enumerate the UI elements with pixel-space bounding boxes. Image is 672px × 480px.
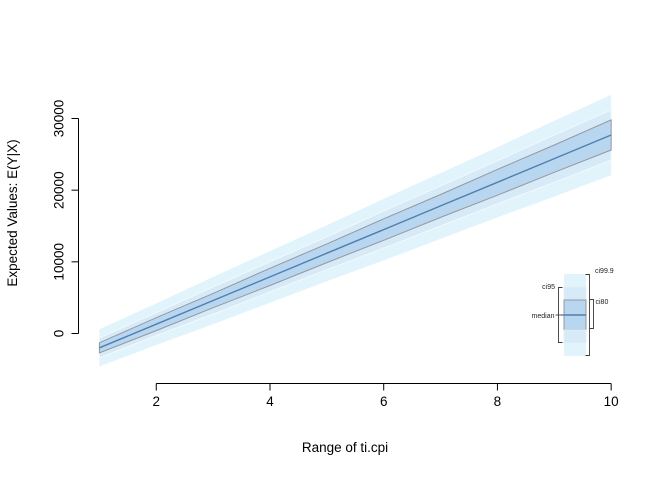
legend-label-ci999: ci99.9 [595, 268, 614, 275]
legend-label-ci95: ci95 [542, 284, 555, 291]
legend-swatch-ci95-upper [563, 286, 587, 301]
x-tick-label: 4 [266, 394, 274, 409]
x-tick-label: 8 [494, 394, 502, 409]
legend-swatch-ci999-lower [564, 343, 586, 356]
x-tick-label: 2 [153, 394, 161, 409]
legend: ci99.9 ci95 ci80 median [532, 268, 614, 356]
legend-swatch-ci95-lower [563, 329, 587, 344]
y-tick-label: 10000 [52, 243, 67, 281]
median-line [99, 134, 612, 349]
y-axis-title: Expected Values: E(Y|X) [5, 139, 20, 286]
legend-label-median: median [532, 313, 555, 320]
x-axis-title: Range of ti.cpi [302, 440, 388, 455]
legend-label-ci80: ci80 [596, 299, 609, 306]
legend-swatch-ci999-upper [564, 274, 586, 287]
legend-bracket-ci80 [589, 299, 594, 329]
y-tick-label: 20000 [52, 171, 67, 209]
x-tick-label: 6 [380, 394, 388, 409]
x-axis: 2 4 6 8 10 [153, 383, 619, 409]
x-tick-label: 10 [604, 394, 619, 409]
y-tick-label: 0 [52, 330, 67, 338]
y-tick-label: 30000 [52, 100, 67, 138]
legend-bracket-ci999 [585, 274, 590, 356]
y-axis: 0 10000 20000 30000 [52, 100, 79, 338]
